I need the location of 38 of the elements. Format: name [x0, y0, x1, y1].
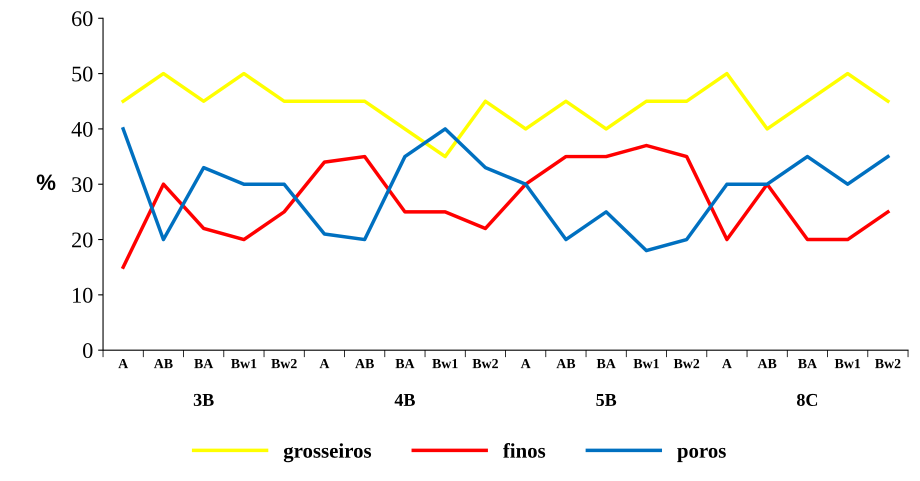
x-tick-label: AB	[355, 358, 374, 368]
x-tick-label: Bw1	[432, 358, 458, 368]
y-tick-label: 40	[72, 122, 92, 137]
x-tick-label: Bw1	[634, 358, 659, 368]
y-tick-label: 10	[73, 288, 92, 303]
y-tick-label: 60	[72, 11, 92, 26]
x-tick-label: BA	[396, 358, 414, 368]
x-tick-label: AB	[556, 358, 576, 368]
x-tick-label: A	[118, 358, 128, 368]
line-series	[121, 144, 890, 269]
legend-label: grosseiros	[284, 443, 372, 462]
text: 4B	[394, 394, 415, 406]
x-tick-label: AB	[154, 358, 173, 368]
x-tick-label: AB	[758, 358, 776, 368]
text: 3B	[194, 394, 214, 406]
x-tick-label: BA	[194, 358, 214, 368]
y-tick-label: 30	[72, 177, 92, 192]
x-tick-label: Bw1	[231, 358, 256, 368]
text: 5B	[596, 394, 616, 406]
x-tick-label: A	[520, 358, 531, 368]
x-tick-label: A	[320, 358, 330, 368]
x-tick-label: Bw2	[472, 358, 498, 368]
legend-label: finos	[503, 442, 546, 458]
x-tick-label: Bw2	[674, 358, 700, 368]
x-tick-label: BA	[596, 358, 616, 368]
x-tick-label: Bw1	[834, 358, 860, 368]
text: 8C	[796, 394, 818, 406]
y-tick-label: 20	[72, 232, 92, 248]
x-tick-label: BA	[798, 358, 817, 368]
line-series	[121, 127, 890, 252]
line-series	[121, 72, 890, 158]
y-axis-title: %	[36, 174, 56, 190]
y-tick-label: 0	[83, 343, 92, 358]
y-tick-label: 50	[72, 66, 92, 82]
x-tick-label: Bw2	[875, 358, 900, 368]
legend-label: poros	[677, 448, 726, 462]
x-tick-label: Bw2	[271, 358, 297, 368]
x-tick-label: A	[722, 358, 732, 368]
